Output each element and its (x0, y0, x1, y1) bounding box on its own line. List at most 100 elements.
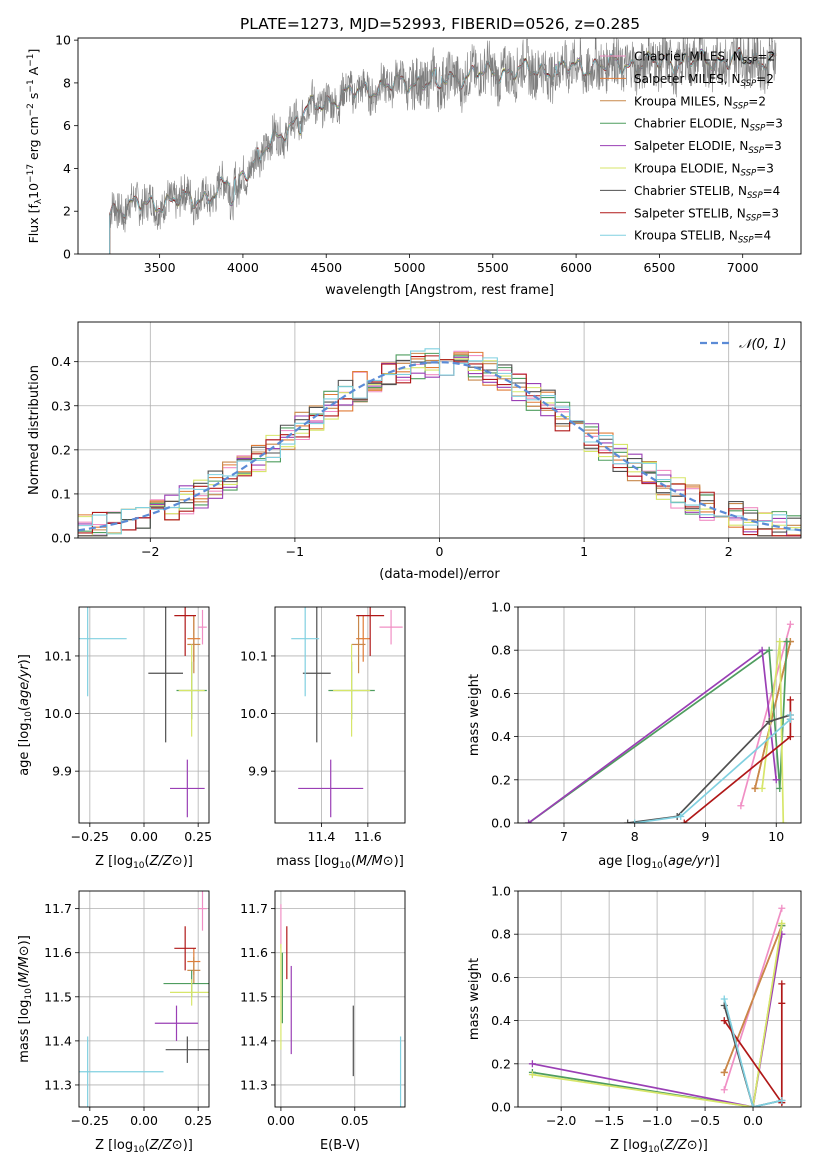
y-tick-label: 1.0 (491, 600, 511, 615)
x-tick-label: −0.25 (71, 1113, 109, 1128)
weight-marker-chabrier_miles (786, 620, 794, 628)
weight-line-kroupa_elodie (761, 641, 785, 823)
normal-curve (78, 361, 801, 532)
y-tick-label: 6 (63, 118, 71, 133)
y-tick-label: 11.7 (44, 901, 72, 916)
legend-label-kroupa_elodie: Kroupa ELODIE, NSSP=3 (634, 162, 774, 179)
hist-step-salpeter_elodie (78, 356, 801, 537)
weight-marker-salpeter_stelib (778, 999, 786, 1007)
age_vs_mass-panel: 11.4 11.6 9.9 10.0 10.1 mass [log10(M/M⊙)] (240, 606, 406, 871)
x-tick-label: 0.00 (130, 829, 158, 844)
mass_vs_Z-plot-area (79, 891, 209, 1107)
weight-line-kroupa_miles (754, 641, 792, 789)
y-tick-label: 0.2 (491, 772, 511, 787)
x-tick-label: 0.00 (130, 1113, 158, 1128)
y-tick-label: 9.9 (52, 764, 72, 779)
y-tick-label: 10.1 (44, 648, 72, 663)
x-tick-label: 4500 (310, 260, 342, 275)
y-tick-label: 0.0 (491, 816, 511, 831)
weight-marker-chabrier_stelib (765, 717, 773, 725)
x-axis-label: age [log10(age/yr)] (598, 854, 720, 871)
spectrum-frame (77, 37, 802, 255)
residuals-panel: −2 −1 0 1 2 0.0 0.1 0.2 0.3 0.4 (data-model)/error… (27, 321, 802, 582)
x-tick-label: 1 (580, 544, 588, 559)
weight_vs_Z-plot-area (518, 891, 801, 1107)
y-tick-label: 0.4 (491, 729, 511, 744)
y-tick-label: 11.6 (240, 945, 268, 960)
weight-marker-salpeter_elodie (758, 646, 766, 654)
x-tick-label: 7000 (727, 260, 759, 275)
residuals-frame (77, 321, 802, 539)
x-tick-label: 0.05 (341, 1113, 369, 1128)
y-tick-label: 0.0 (51, 531, 71, 546)
weight-line-salpeter_elodie (532, 934, 783, 1107)
weight-line-kroupa_stelib (723, 998, 782, 1107)
mass_vs_ebv-plot-area (275, 891, 405, 1107)
y-tick-label: 0.4 (491, 1013, 511, 1028)
weight-marker-kroupa_stelib (778, 1097, 786, 1105)
x-axis-label: mass [log10(M/M⊙)] (276, 854, 404, 871)
x-axis-label: wavelength [Angstrom, rest frame] (325, 283, 554, 298)
y-tick-label: 2 (63, 204, 71, 219)
x-tick-label: −2 (141, 544, 159, 559)
weight-marker-kroupa_elodie (776, 638, 784, 646)
weight-line-salpeter_stelib (723, 983, 783, 1106)
weight-marker-salpeter_elodie (525, 819, 533, 823)
weight-marker-kroupa_stelib (720, 995, 728, 1003)
spectrum-data-line (109, 38, 777, 233)
weight-marker-kroupa_elodie (528, 1071, 536, 1079)
figure-title: PLATE=1273, MJD=52993, FIBERID=0526, z=0… (240, 15, 640, 33)
y-tick-label: 4 (63, 161, 71, 176)
x-axis-label: E(B-V) (320, 1138, 360, 1153)
weight-marker-salpeter_stelib (680, 819, 688, 823)
weight-marker-chabrier_elodie (783, 638, 791, 646)
weight-marker-chabrier_elodie (765, 646, 773, 654)
y-tick-label: 10 (55, 33, 71, 48)
x-tick-label: −0.25 (71, 829, 109, 844)
weight-marker-salpeter_elodie (772, 776, 780, 784)
weight-marker-kroupa_miles (720, 1068, 728, 1076)
y-tick-label: 10.0 (44, 706, 72, 721)
x-tick-label: 2 (725, 544, 733, 559)
y-tick-label: 0.3 (51, 398, 71, 413)
legend-label-kroupa_stelib: Kroupa STELIB, NSSP=4 (634, 229, 771, 246)
y-axis-label: mass weight (467, 674, 482, 756)
x-tick-label: −0.5 (690, 1113, 720, 1128)
residuals-plot-area (78, 322, 801, 538)
x-tick-label: 0.00 (267, 1113, 295, 1128)
y-tick-label: 0.6 (491, 686, 511, 701)
y-tick-label: 10.0 (240, 706, 268, 721)
x-tick-label: 0.25 (184, 829, 212, 844)
y-tick-label: 0.8 (491, 927, 511, 942)
weight-marker-kroupa_elodie (779, 819, 787, 823)
x-tick-label: 6500 (643, 260, 675, 275)
legend-label-salpeter_miles: Salpeter MILES, NSSP=2 (634, 72, 774, 89)
x-tick-label: 0 (436, 544, 444, 559)
weight_vs_age-plot-area (518, 607, 801, 823)
weight_vs_age-frame (517, 606, 802, 824)
y-tick-label: 8 (63, 75, 71, 90)
y-tick-label: 11.7 (240, 901, 268, 916)
x-tick-label: 11.6 (354, 829, 382, 844)
y-tick-label: 10.1 (240, 648, 268, 663)
y-tick-label: 11.5 (44, 989, 72, 1004)
legend-label-kroupa_miles: Kroupa MILES, NSSP=2 (634, 94, 766, 111)
weight-marker-salpeter_elodie (528, 1060, 536, 1068)
weight-marker-chabrier_stelib (624, 819, 632, 823)
x-tick-label: 8 (631, 829, 639, 844)
weight-marker-chabrier_miles (720, 1086, 728, 1094)
y-tick-label: 11.6 (44, 945, 72, 960)
y-axis-label: Normed distribution (27, 365, 42, 495)
y-tick-label: 0.6 (491, 970, 511, 985)
weight-marker-kroupa_elodie (758, 784, 766, 792)
x-axis-label: Z [log10(Z/Z⊙)] (610, 1138, 708, 1155)
legend-label-chabrier_stelib: Chabrier STELIB, NSSP=4 (634, 184, 780, 201)
y-tick-label: 0.1 (51, 486, 71, 501)
y-axis-label: mass [log10(M/M⊙)] (17, 935, 34, 1063)
weight-line-chabrier_elodie (528, 641, 788, 823)
weight_vs_Z-frame (517, 890, 802, 1108)
weight-marker-salpeter_stelib (786, 696, 794, 704)
weight-marker-salpeter_stelib (786, 733, 794, 741)
y-tick-label: 11.4 (44, 1033, 72, 1048)
weight-marker-chabrier_miles (737, 802, 745, 810)
